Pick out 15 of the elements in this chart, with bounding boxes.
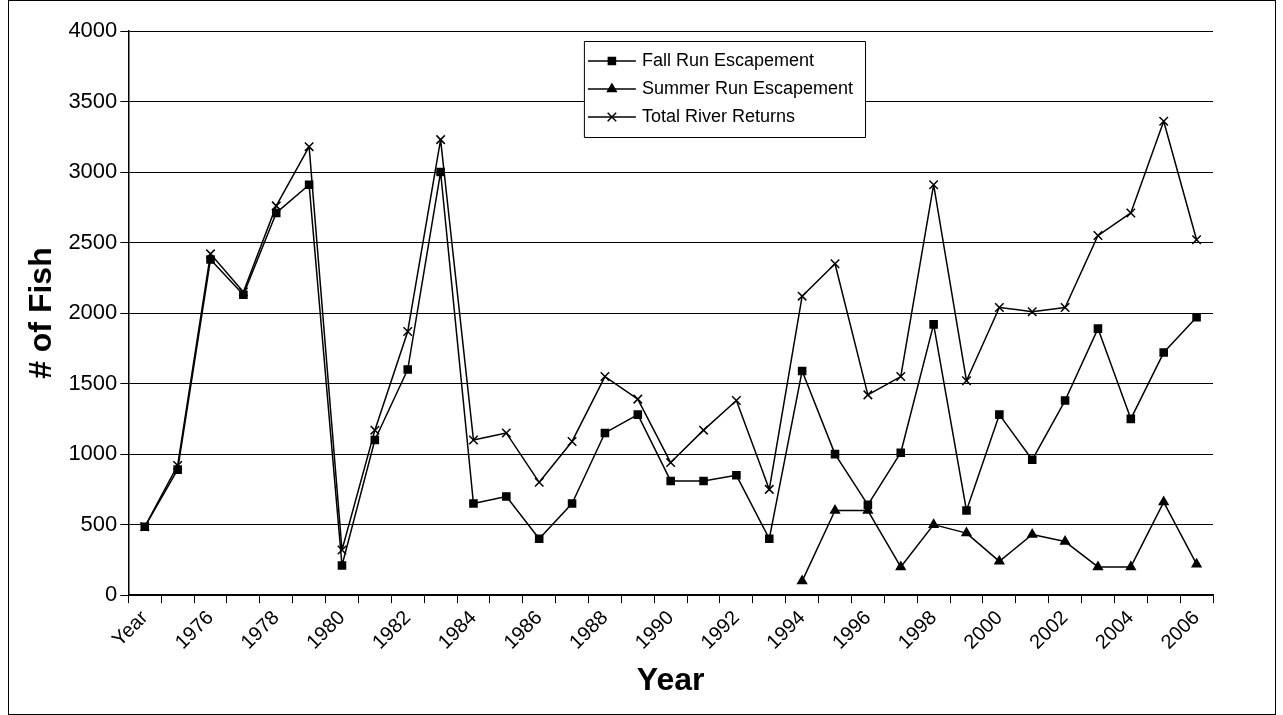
y-tick-label: 3500 [68, 87, 118, 113]
y-tick-label: 2000 [68, 299, 118, 325]
x-tick-label: Year [107, 605, 152, 650]
y-tick-label: 3000 [68, 158, 118, 184]
y-tick-label: 1000 [68, 440, 118, 466]
y-tick-label: 1500 [68, 369, 118, 395]
legend-label: Summer Run Escapement [641, 77, 853, 98]
y-tick-label: 500 [80, 510, 118, 536]
y-tick-label: 2500 [68, 228, 118, 254]
y-tick-label: 4000 [68, 17, 118, 43]
legend-label: Fall Run Escapement [641, 49, 814, 70]
y-tick-label: 0 [105, 581, 118, 607]
y-axis-title: # of Fish [22, 247, 59, 379]
x-axis-title: Year [636, 660, 705, 697]
legend-label: Total River Returns [641, 105, 795, 126]
